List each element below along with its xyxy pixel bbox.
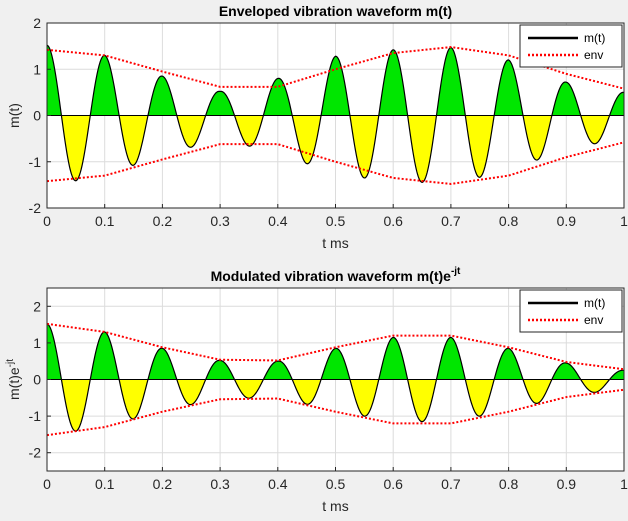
plot2-title: Modulated vibration waveform m(t)e-jt bbox=[211, 266, 461, 284]
plot2-y-axis-label: m(t)e-jt bbox=[5, 359, 22, 400]
plot1-legend-label-env: env bbox=[584, 48, 603, 62]
plot2-x-tick-label: 0.2 bbox=[153, 476, 173, 492]
plot2-signal-line bbox=[46, 323, 625, 432]
plot1-x-tick-label: 0.9 bbox=[557, 213, 577, 229]
plot2-envelope-upper bbox=[46, 322, 625, 371]
plot1-x-tick-label: 0.7 bbox=[441, 213, 461, 229]
plot1-x-tick-label: 0.8 bbox=[499, 213, 519, 229]
plot2-x-tick-label: 0.1 bbox=[95, 476, 115, 492]
plot2-x-tick-label: 0 bbox=[43, 476, 51, 492]
plot1-x-tick-label: 1 bbox=[620, 213, 628, 229]
plot2-y-tick-label: 1 bbox=[33, 335, 41, 351]
plot2-y-axis-label-main: m(t)e bbox=[6, 367, 22, 400]
plot2-envelope-lower bbox=[46, 388, 625, 437]
plot2-x-axis-label: t ms bbox=[322, 498, 348, 514]
plot2-y-axis-label-superscript: -jt bbox=[5, 359, 16, 368]
plot2-legend-label-signal: m(t) bbox=[584, 296, 605, 310]
plot2-x-tick-label: 0.5 bbox=[326, 476, 346, 492]
plot2-x-tick-label: 0.7 bbox=[441, 476, 461, 492]
plot1-y-tick-label: -2 bbox=[29, 200, 42, 216]
plot1-x-tick-label: 0 bbox=[43, 213, 51, 229]
plot1-y-tick-label: 2 bbox=[33, 15, 41, 31]
plot1-legend-label-signal: m(t) bbox=[584, 31, 605, 45]
plot2-x-tick-label: 0.6 bbox=[383, 476, 403, 492]
plot2-title-main: Modulated vibration waveform m(t)e bbox=[211, 268, 452, 284]
plot1-x-tick-label: 0.4 bbox=[268, 213, 288, 229]
plot1-negative-fill bbox=[47, 115, 624, 183]
plot1-positive-fill bbox=[47, 45, 624, 116]
plot2-x-tick-label: 0.8 bbox=[499, 476, 519, 492]
plot1-x-tick-label: 0.6 bbox=[383, 213, 403, 229]
plot1-x-tick-label: 0.5 bbox=[326, 213, 346, 229]
plot2-x-tick-label: 0.3 bbox=[210, 476, 230, 492]
plot1-y-axis-label-main: m(t) bbox=[6, 103, 22, 128]
plot2-y-tick-label: 2 bbox=[33, 298, 41, 314]
plot1-legend: m(t) env bbox=[519, 24, 623, 68]
plot2-y-tick-label: -2 bbox=[29, 445, 42, 461]
plot1-x-tick-label: 0.3 bbox=[210, 213, 230, 229]
plot2-positive-fill bbox=[47, 323, 624, 380]
plot2-y-tick-label: 0 bbox=[33, 372, 41, 388]
plot1-envelope-lower bbox=[46, 141, 625, 185]
plot2-x-tick-label: 0.4 bbox=[268, 476, 288, 492]
plot1-x-axis-label: t ms bbox=[322, 235, 348, 251]
plot2-legend: m(t) env bbox=[519, 289, 623, 333]
plot2-legend-box bbox=[519, 289, 623, 333]
plot2-legend-label-env: env bbox=[584, 313, 603, 327]
plot1-y-tick-label: 1 bbox=[33, 61, 41, 77]
plot1-x-tick-label: 0.1 bbox=[95, 213, 115, 229]
plot2-x-tick-label: 0.9 bbox=[557, 476, 577, 492]
plot2-axes: 0 0.1 0.2 0.3 0.4 0.5 0.6 0.7 0.8 0.9 1 -2 -1 0 1 2 t ms… bbox=[5, 266, 628, 514]
plot1-y-axis-label: m(t) bbox=[6, 103, 22, 128]
plot2-y-tick-label: -1 bbox=[29, 408, 42, 424]
plot1-y-tick-label: 0 bbox=[33, 108, 41, 124]
plot2-x-tick-label: 1 bbox=[620, 476, 628, 492]
plot2-title-superscript: -jt bbox=[451, 266, 461, 277]
plot1-legend-box bbox=[519, 24, 623, 68]
plot1-axes: 0 0.1 0.2 0.3 0.4 0.5 0.6 0.7 0.8 0.9 1 -2 -1 0 1 2 t ms… bbox=[6, 3, 628, 251]
plot1-signal-line bbox=[46, 44, 625, 183]
plot1-x-tick-label: 0.2 bbox=[153, 213, 173, 229]
plot1-y-tick-label: -1 bbox=[29, 154, 42, 170]
plot1-title: Enveloped vibration waveform m(t) bbox=[219, 3, 452, 19]
plot2-negative-fill bbox=[47, 379, 624, 432]
plot1-title-main: Enveloped vibration waveform m(t) bbox=[219, 3, 452, 19]
